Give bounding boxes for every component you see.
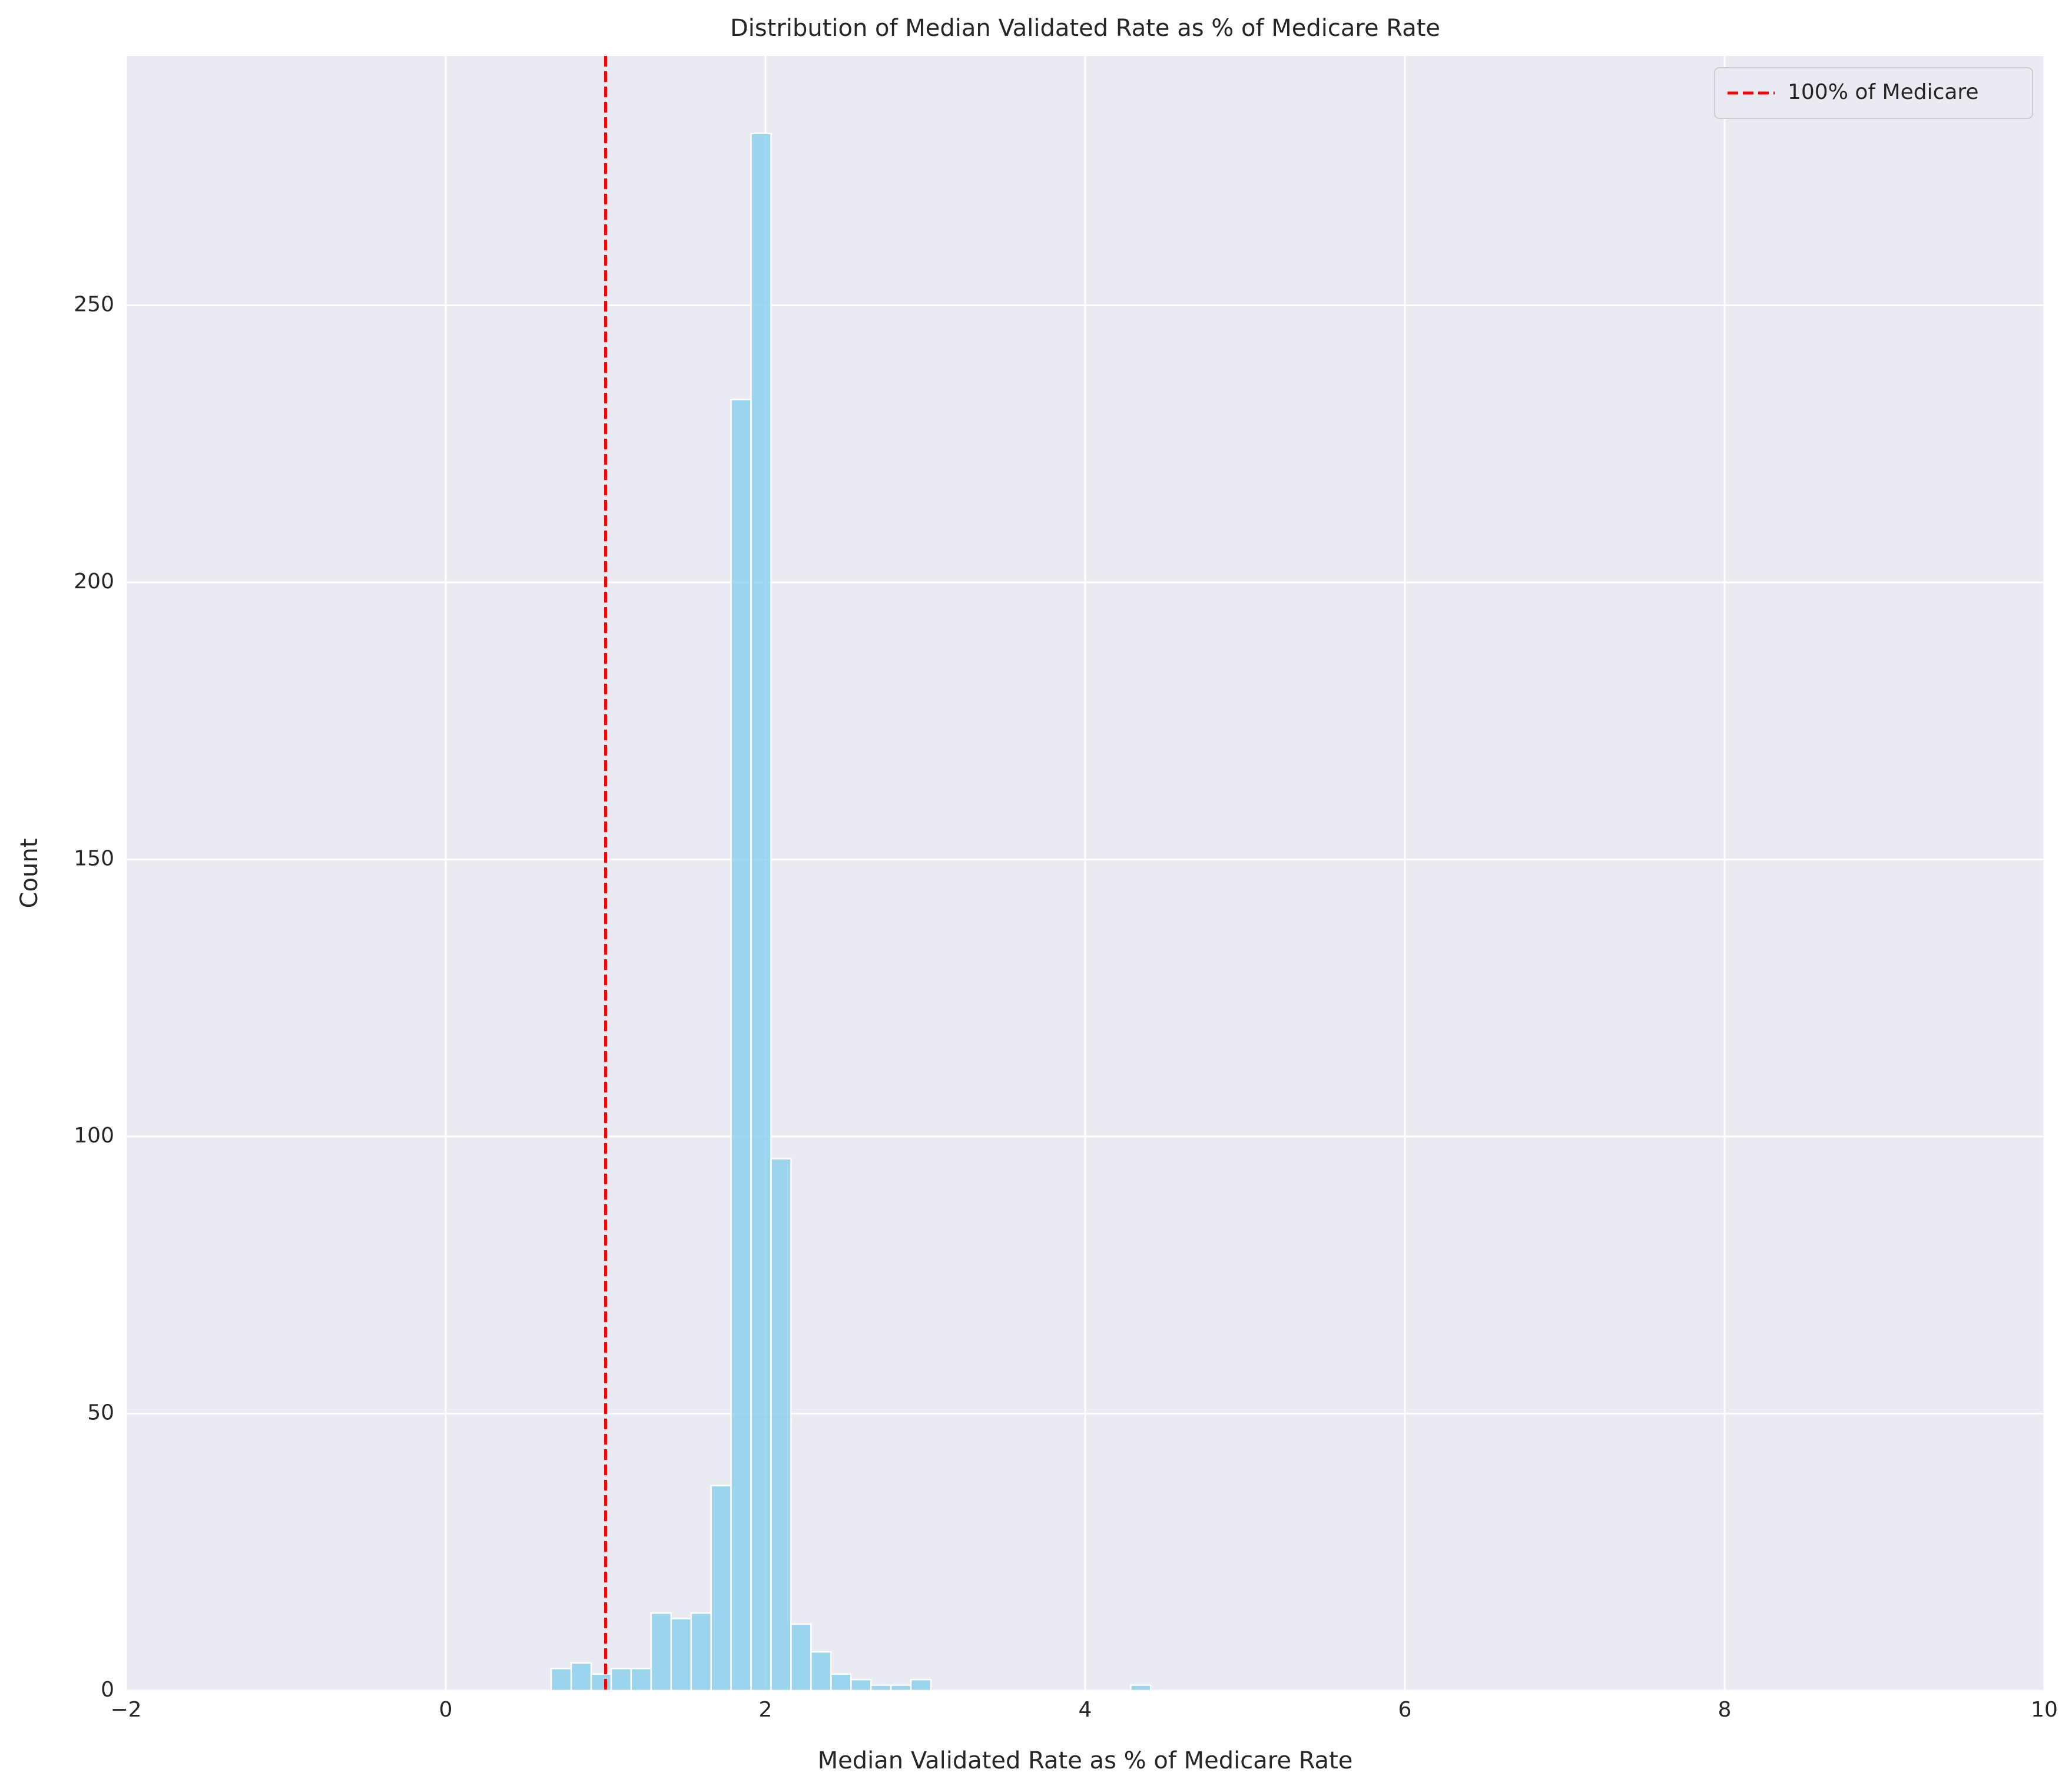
bar xyxy=(710,1485,732,1692)
legend-label: 100% of Medicare xyxy=(1788,80,1979,104)
x-tick-label: −2 xyxy=(110,1698,141,1722)
bar xyxy=(550,1668,572,1692)
bar xyxy=(630,1668,652,1692)
y-tick-label: 150 xyxy=(74,846,114,870)
y-tick-label: 200 xyxy=(74,569,114,594)
x-tick-label: 0 xyxy=(439,1698,453,1722)
bar xyxy=(870,1684,892,1692)
bar xyxy=(570,1662,592,1692)
y-tick-label: 100 xyxy=(74,1124,114,1148)
bar xyxy=(650,1612,672,1692)
legend-box xyxy=(1714,67,2033,119)
x-tick-label: 2 xyxy=(759,1698,773,1722)
bar xyxy=(690,1612,712,1692)
bar xyxy=(850,1678,872,1692)
bar xyxy=(750,132,772,1692)
x-axis-label: Median Validated Rate as % of Medicare R… xyxy=(818,1747,1353,1774)
y-axis-label: Count xyxy=(16,839,43,909)
bar xyxy=(790,1623,812,1692)
x-tick-label: 6 xyxy=(1398,1698,1412,1722)
bar xyxy=(590,1673,612,1692)
x-tick-label: 8 xyxy=(1718,1698,1732,1722)
bar xyxy=(1130,1684,1152,1692)
bar xyxy=(730,399,752,1692)
bar xyxy=(610,1668,632,1692)
y-tick-label: 250 xyxy=(74,292,114,316)
x-tick-label: 10 xyxy=(2031,1698,2058,1722)
bar xyxy=(670,1618,692,1692)
x-tick-label: 4 xyxy=(1079,1698,1092,1722)
bar xyxy=(890,1684,912,1692)
y-tick-label: 0 xyxy=(101,1678,114,1702)
bar xyxy=(770,1158,792,1692)
bar xyxy=(830,1673,852,1692)
bar xyxy=(910,1678,932,1692)
bar xyxy=(810,1651,832,1692)
chart-title: Distribution of Median Validated Rate as… xyxy=(730,15,1440,42)
y-tick-label: 50 xyxy=(87,1400,114,1424)
